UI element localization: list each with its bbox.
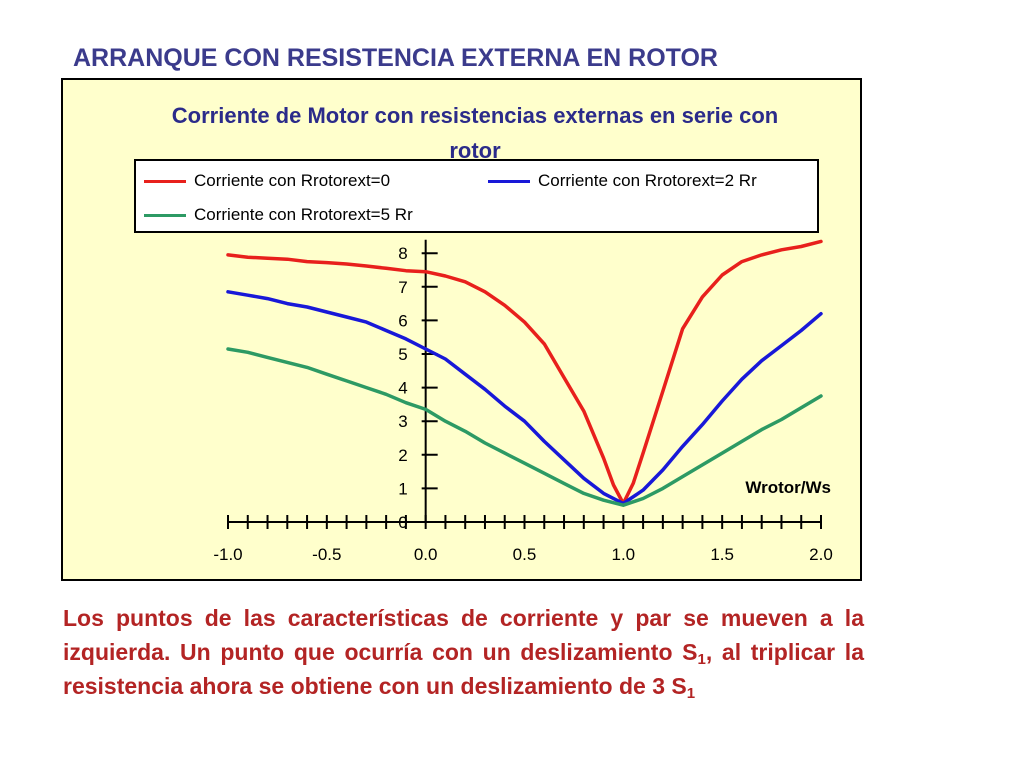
- legend-swatch-series-1: [144, 179, 186, 183]
- legend-item-series-2: Corriente con Rrotorext=2 Rr: [488, 169, 757, 193]
- legend-swatch-series-2: [488, 179, 530, 183]
- subscript-2: 1: [686, 685, 696, 702]
- x-tick-label: -0.5: [312, 545, 341, 564]
- legend-swatch-series-3: [144, 213, 186, 217]
- y-tick-label: 0: [398, 513, 407, 532]
- y-tick-label: 6: [398, 311, 407, 330]
- description-paragraph: Los puntos de las características de cor…: [63, 601, 864, 703]
- description-text-part-1: Los puntos de las características de cor…: [63, 605, 864, 665]
- legend-item-series-1: Corriente con Rrotorext=0: [144, 169, 390, 193]
- slide-title: ARRANQUE CON RESISTENCIA EXTERNA EN ROTO…: [73, 44, 718, 72]
- x-tick-label: 2.0: [809, 545, 833, 564]
- series-line-2: [226, 290, 823, 506]
- series-line-1: [226, 239, 823, 506]
- y-tick-label: 3: [398, 412, 407, 431]
- x-tick-label: 1.0: [612, 545, 636, 564]
- series-line-3: [226, 347, 823, 507]
- chart-svg: -1.0-0.50.00.51.01.52.0012345678I/Inomin…: [213, 212, 833, 564]
- legend-item-series-3: Corriente con Rrotorext=5 Rr: [144, 203, 413, 227]
- x-axis-label: Wrotor/Ws: [745, 478, 831, 497]
- x-tick-label: -1.0: [213, 545, 242, 564]
- chart-legend: Corriente con Rrotorext=0 Corriente con …: [134, 159, 819, 233]
- y-tick-label: 2: [398, 446, 407, 465]
- x-tick-label: 0.5: [513, 545, 537, 564]
- description-text-part-2: , al triplicar la resistencia ahora se o…: [63, 639, 864, 699]
- legend-label-series-1: Corriente con Rrotorext=0: [194, 171, 391, 190]
- x-tick-label: 0.0: [414, 545, 438, 564]
- x-tick-label: 1.5: [710, 545, 734, 564]
- y-tick-label: 1: [398, 479, 407, 498]
- legend-label-series-3: Corriente con Rrotorext=5 Rr: [194, 205, 413, 224]
- y-tick-label: 7: [398, 278, 407, 297]
- legend-label-series-2: Corriente con Rrotorext=2 Rr: [538, 171, 757, 190]
- subscript-1: 1: [697, 651, 706, 668]
- chart-title: Corriente de Motor con resistencias exte…: [171, 103, 779, 163]
- y-tick-label: 4: [398, 379, 407, 398]
- y-tick-label: 8: [398, 244, 407, 263]
- y-tick-label: 5: [398, 345, 407, 364]
- chart-area: -1.0-0.50.00.51.01.52.0012345678I/Inomin…: [61, 78, 862, 581]
